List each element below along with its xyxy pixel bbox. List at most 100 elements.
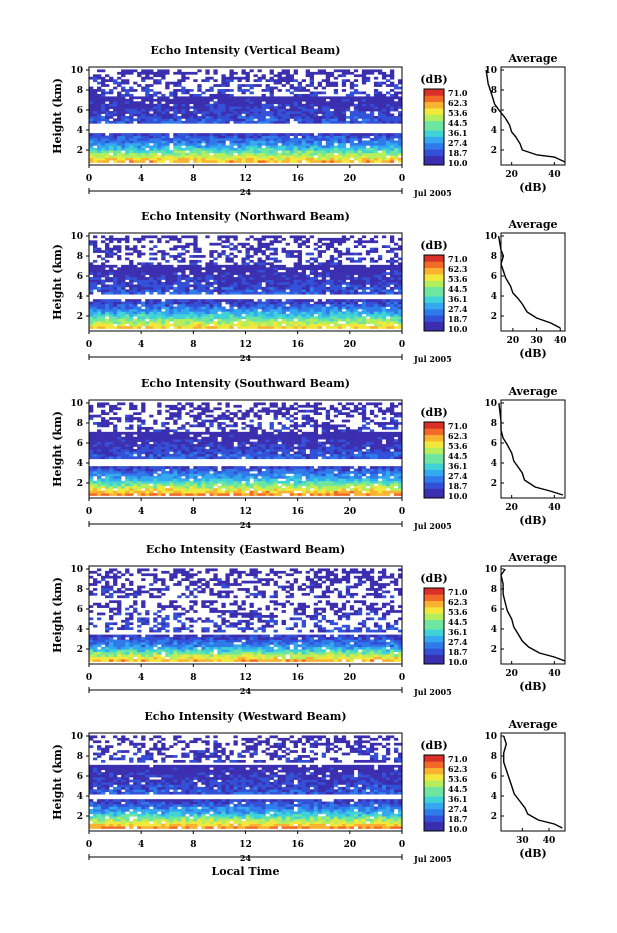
heatmap-cell [298, 118, 302, 121]
heatmap-cell [153, 133, 157, 136]
heatmap-cell [370, 302, 374, 305]
heatmap-cell [241, 316, 245, 319]
heatmap-cell [233, 267, 237, 270]
heatmap-cell [282, 311, 286, 314]
heatmap-cell [370, 289, 374, 292]
y-tick-label: 8 [77, 86, 83, 96]
heatmap-cell [121, 136, 125, 139]
heatmap-cell [274, 101, 278, 104]
heatmap-cell [197, 311, 201, 314]
heatmap-cell [117, 319, 121, 322]
heatmap-cell [378, 280, 382, 283]
heatmap-cell [286, 307, 290, 310]
heatmap-cell [326, 299, 330, 302]
heatmap-cell [193, 272, 197, 275]
heatmap-cell [286, 280, 290, 283]
heatmap-cell [205, 160, 209, 163]
heatmap-cell [322, 292, 326, 295]
heatmap-cell [274, 235, 278, 238]
heatmap-cell [193, 299, 197, 302]
heatmap-cell [209, 272, 213, 275]
heatmap-cell [133, 289, 137, 292]
heatmap-cell [185, 304, 189, 307]
heatmap-cell [350, 324, 354, 327]
heatmap-cell [117, 77, 121, 80]
heatmap-cell [350, 302, 354, 305]
colorbar-swatch [424, 143, 444, 147]
heatmap-cell [254, 138, 258, 141]
heatmap-cell [262, 106, 266, 109]
heatmap-cell [290, 99, 294, 102]
heatmap-cell [314, 282, 318, 285]
heatmap-cell [294, 275, 298, 278]
heatmap-cell [386, 118, 390, 121]
heatmap-cell [378, 148, 382, 151]
heatmap-cell [145, 133, 149, 136]
heatmap-cell [113, 136, 117, 139]
heatmap-cell [246, 321, 250, 324]
heatmap-cell [145, 309, 149, 312]
heatmap-cell [165, 304, 169, 307]
heatmap-cell [358, 109, 362, 112]
heatmap-cell [145, 262, 149, 265]
heatmap-cell [205, 267, 209, 270]
heatmap-cell [141, 304, 145, 307]
heatmap-cell [141, 407, 145, 410]
heatmap-cell [225, 302, 229, 305]
heatmap-cell [125, 319, 129, 322]
heatmap-cell [306, 287, 310, 290]
heatmap-cell [157, 314, 161, 317]
heatmap-cell [193, 143, 197, 146]
heatmap-cell [314, 94, 318, 97]
heatmap-cell [374, 145, 378, 148]
heatmap-cell [105, 432, 109, 435]
heatmap-cell [129, 145, 133, 148]
heatmap-cell [330, 240, 334, 243]
heatmap-cell [386, 138, 390, 141]
heatmap-cell [366, 94, 370, 97]
heatmap-cell [346, 299, 350, 302]
heatmap-cell [262, 133, 266, 136]
heatmap-cell [133, 287, 137, 290]
heatmap-cell [113, 114, 117, 117]
heatmap-cell [334, 101, 338, 104]
heatmap-cell [209, 114, 213, 117]
heatmap-cell [205, 287, 209, 290]
heatmap-cell [149, 451, 153, 454]
heatmap-cell [125, 275, 129, 278]
heatmap-cell [153, 158, 157, 161]
heatmap-cell [149, 437, 153, 440]
heatmap-cell [241, 153, 245, 156]
heatmap-cell [350, 121, 354, 124]
heatmap-cell [237, 282, 241, 285]
heatmap-cell [125, 302, 129, 305]
heatmap-cell [213, 316, 217, 319]
heatmap-cell [358, 299, 362, 302]
heatmap-cell [109, 474, 113, 477]
heatmap-cell [382, 280, 386, 283]
heatmap-cell [145, 451, 149, 454]
heatmap-cell [93, 454, 97, 457]
heatmap-cell [113, 432, 117, 435]
heatmap-cell [93, 260, 97, 263]
heatmap-cell [278, 133, 282, 136]
heatmap-cell [362, 160, 366, 163]
heatmap-cell [278, 309, 282, 312]
heatmap-cell [282, 111, 286, 114]
heatmap-cell [374, 84, 378, 87]
heatmap-cell [149, 265, 153, 268]
heatmap-cell [157, 155, 161, 158]
heatmap-cell [109, 442, 113, 445]
heatmap-cell [157, 476, 161, 479]
heatmap-cell [378, 311, 382, 314]
heatmap-cell [374, 316, 378, 319]
heatmap-cell [394, 253, 398, 256]
heatmap-cell [306, 319, 310, 322]
heatmap-cell [229, 77, 233, 80]
heatmap-cell [318, 253, 322, 256]
heatmap-cell [262, 150, 266, 153]
heatmap-cell [370, 118, 374, 121]
heatmap-cell [382, 82, 386, 85]
heatmap-cell [153, 79, 157, 82]
heatmap-cell [342, 265, 346, 268]
